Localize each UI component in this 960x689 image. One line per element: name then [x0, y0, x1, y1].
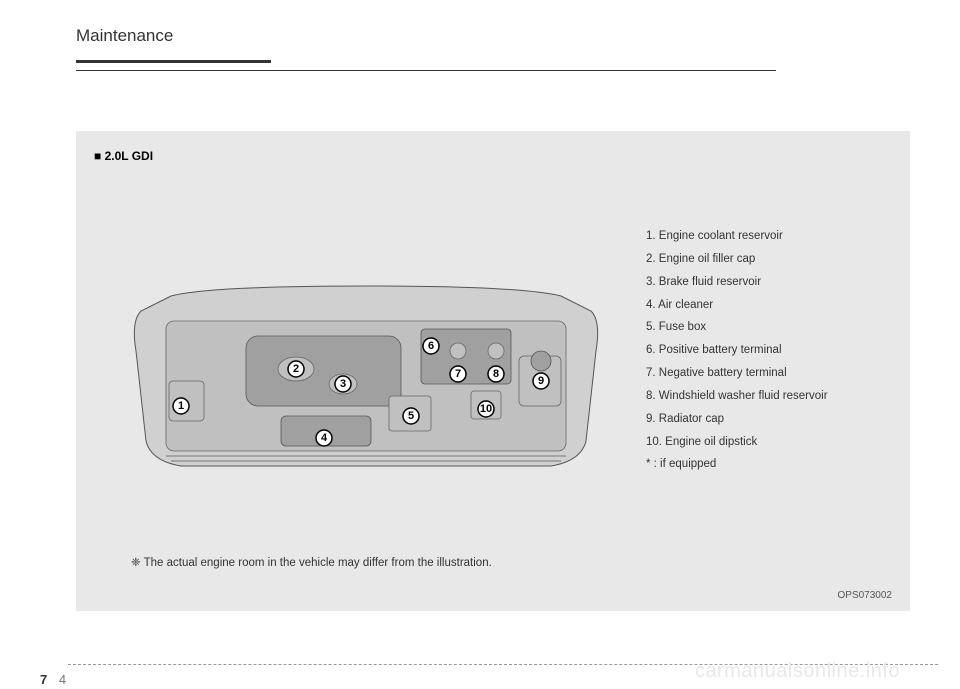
callout-number: 7: [455, 368, 461, 380]
page-num: 4: [59, 672, 66, 687]
callout-number: 6: [428, 340, 434, 352]
legend-item: 4. Air cleaner: [646, 295, 828, 317]
engine-illustration: 1 2 3 4 5 6 7 8 9 10: [121, 261, 611, 491]
page-number: 7 4: [40, 672, 66, 687]
legend-item: 2. Engine oil filler cap: [646, 249, 828, 271]
callout-number: 8: [493, 368, 499, 380]
callout-number: 5: [408, 410, 414, 422]
callout-number: 2: [293, 363, 299, 375]
legend-item: 9. Radiator cap: [646, 409, 828, 431]
figure-container: ■ 2.0L GDI: [76, 131, 910, 611]
legend-item: * : if equipped: [646, 454, 828, 476]
legend-list: 1. Engine coolant reservoir2. Engine oil…: [646, 226, 828, 477]
engine-cover: [246, 336, 401, 406]
battery-terminal-neg: [450, 343, 466, 359]
legend-item: 7. Negative battery terminal: [646, 363, 828, 385]
callout-number: 1: [178, 400, 184, 412]
engine-diagram: 1 2 3 4 5 6 7 8 9 10: [121, 261, 611, 491]
legend-item: 3. Brake fluid reservoir: [646, 272, 828, 294]
radiator-cap: [531, 351, 551, 371]
header-underline-thick: [76, 60, 271, 63]
legend-item: 1. Engine coolant reservoir: [646, 226, 828, 248]
legend-item: 6. Positive battery terminal: [646, 340, 828, 362]
section-title: Maintenance: [76, 26, 960, 50]
engine-variant-label: ■ 2.0L GDI: [94, 149, 892, 163]
callout-number: 10: [480, 403, 492, 415]
callout-number: 4: [321, 432, 328, 444]
battery-terminal-pos: [488, 343, 504, 359]
watermark: carmanualsonline.info: [695, 660, 900, 683]
header-underline-thin: [76, 70, 776, 71]
figure-code: OPS073002: [838, 590, 893, 601]
legend-item: 10. Engine oil dipstick: [646, 432, 828, 454]
illustration-footnote: ❈ The actual engine room in the vehicle …: [131, 555, 492, 569]
legend-item: 8. Windshield washer fluid reservoir: [646, 386, 828, 408]
callout-number: 9: [538, 375, 544, 387]
chapter-number: 7: [40, 672, 47, 687]
page-header: Maintenance: [0, 0, 960, 86]
callout-number: 3: [340, 378, 346, 390]
legend-item: 5. Fuse box: [646, 317, 828, 339]
